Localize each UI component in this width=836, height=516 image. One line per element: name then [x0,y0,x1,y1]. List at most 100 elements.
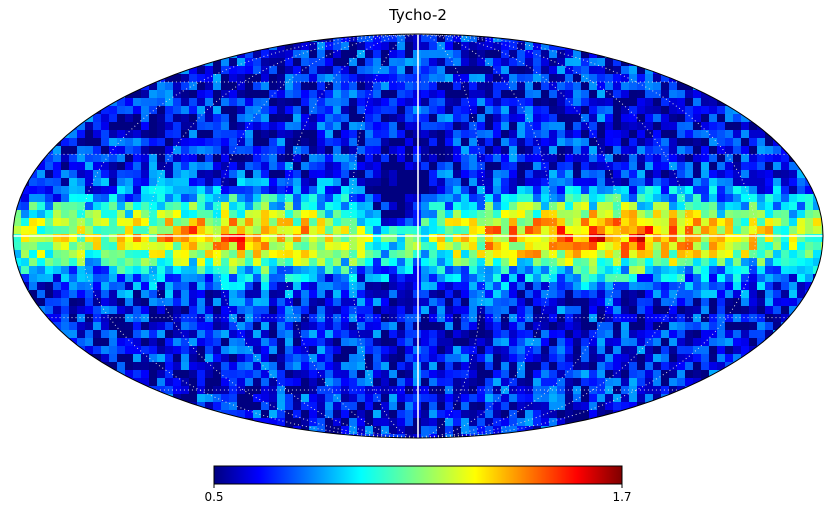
map-pixel [637,114,645,122]
map-pixel [173,322,181,330]
map-pixel [301,162,309,170]
map-pixel [357,314,365,322]
map-pixel [413,306,421,314]
map-pixel [493,82,501,90]
map-pixel [613,58,621,66]
map-pixel [469,66,477,74]
map-pixel [117,210,125,218]
map-pixel [677,370,685,378]
map-pixel [141,354,149,362]
map-pixel [413,66,421,74]
map-pixel [237,234,245,242]
map-pixel [269,66,277,74]
map-pixel [269,242,277,250]
map-pixel [469,274,477,282]
map-pixel [637,306,645,314]
map-pixel [445,162,453,170]
map-pixel [381,130,389,138]
map-pixel [173,370,181,378]
map-pixel [221,106,229,114]
map-pixel [461,418,469,426]
map-pixel [517,130,525,138]
map-pixel [653,210,661,218]
map-pixel [389,306,397,314]
map-pixel [757,298,765,306]
map-pixel [453,58,461,66]
map-pixel [173,170,181,178]
map-pixel [541,410,549,418]
map-pixel [181,210,189,218]
map-pixel [477,386,485,394]
map-pixel [581,234,589,242]
map-pixel [13,250,21,258]
map-pixel [557,394,565,402]
map-pixel [261,370,269,378]
map-pixel [61,178,69,186]
map-pixel [637,218,645,226]
map-pixel [309,338,317,346]
map-pixel [485,194,493,202]
map-pixel [309,266,317,274]
map-pixel [357,74,365,82]
map-pixel [525,226,533,234]
map-pixel [653,386,661,394]
map-pixel [261,138,269,146]
map-pixel [477,226,485,234]
map-pixel [149,290,157,298]
map-pixel [133,98,141,106]
map-pixel [533,250,541,258]
map-pixel [237,418,245,426]
map-pixel [405,162,413,170]
map-pixel [741,226,749,234]
map-pixel [605,394,613,402]
map-pixel [325,66,333,74]
map-pixel [277,218,285,226]
map-pixel [357,266,365,274]
map-pixel [277,98,285,106]
map-pixel [261,250,269,258]
map-pixel [61,330,69,338]
map-pixel [477,210,485,218]
map-pixel [669,322,677,330]
map-pixel [549,354,557,362]
map-pixel [213,122,221,130]
map-pixel [221,74,229,82]
map-pixel [477,306,485,314]
map-pixel [365,42,373,50]
map-pixel [141,226,149,234]
map-pixel [85,178,93,186]
map-pixel [749,146,757,154]
map-pixel [141,298,149,306]
map-pixel [445,138,453,146]
map-pixel [301,314,309,322]
map-pixel [245,138,253,146]
map-pixel [557,338,565,346]
map-pixel [109,106,117,114]
map-pixel [325,258,333,266]
map-pixel [133,218,141,226]
map-pixel [373,82,381,90]
map-pixel [165,314,173,322]
map-pixel [557,138,565,146]
map-pixel [485,234,493,242]
map-pixel [677,378,685,386]
map-pixel [277,378,285,386]
map-pixel [693,346,701,354]
map-pixel [541,114,549,122]
map-pixel [637,162,645,170]
map-pixel [93,290,101,298]
map-pixel [485,354,493,362]
map-pixel [757,130,765,138]
map-pixel [629,194,637,202]
map-pixel [493,186,501,194]
map-pixel [637,194,645,202]
map-pixel [389,114,397,122]
map-pixel [485,330,493,338]
map-pixel [389,122,397,130]
map-pixel [373,402,381,410]
map-pixel [437,218,445,226]
map-pixel [485,98,493,106]
map-pixel [429,386,437,394]
map-pixel [173,114,181,122]
map-pixel [397,210,405,218]
